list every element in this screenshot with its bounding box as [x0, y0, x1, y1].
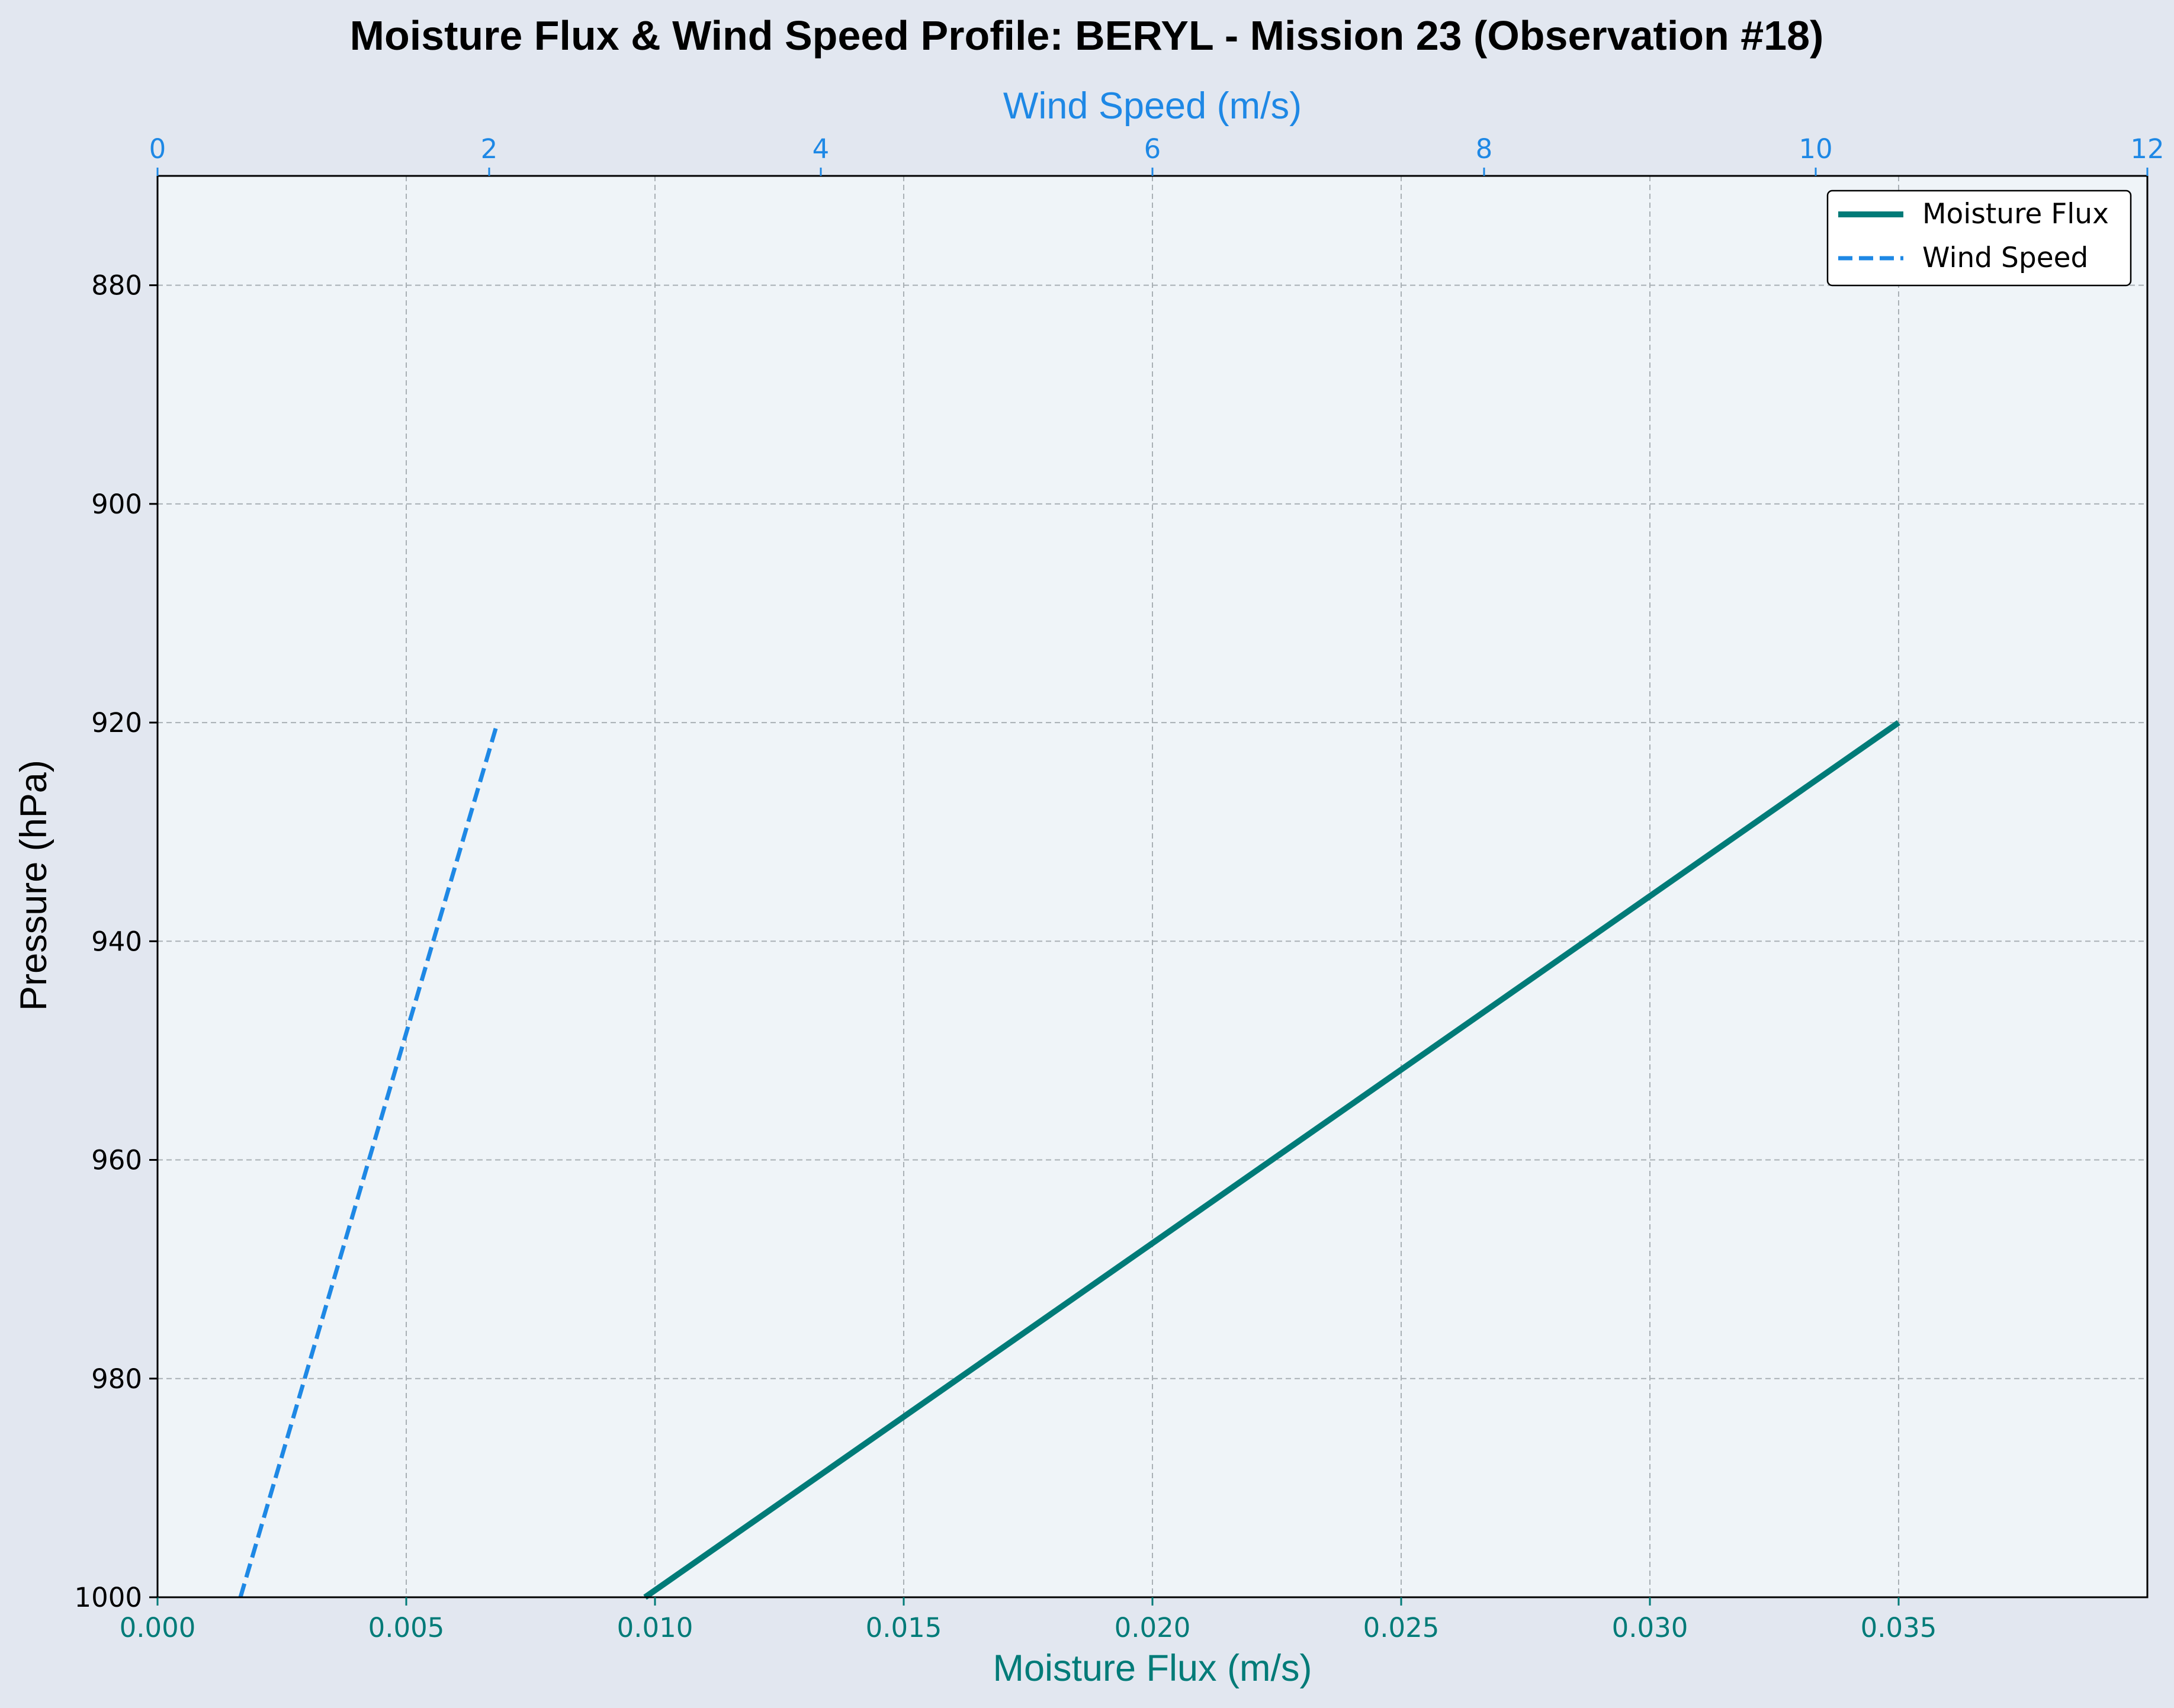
x2-tick-label: 4 — [813, 133, 830, 165]
y-axis-label: Pressure (hPa) — [13, 760, 54, 1011]
legend-wind-speed-label: Wind Speed — [1922, 242, 2088, 274]
x-tick-label: 0.030 — [1612, 1612, 1688, 1643]
x-tick-label: 0.035 — [1861, 1612, 1937, 1643]
y-tick-label: 940 — [91, 926, 142, 957]
chart-title: Moisture Flux & Wind Speed Profile: BERY… — [350, 12, 1824, 59]
grid — [158, 176, 2147, 1597]
x-tick-label: 0.000 — [120, 1612, 196, 1643]
y-tick-label: 980 — [91, 1363, 142, 1395]
legend-moisture-flux-label: Moisture Flux — [1922, 198, 2109, 230]
top-axis-label: Wind Speed (m/s) — [1003, 85, 1302, 127]
series-layer — [238, 720, 1900, 1600]
x2-tick-label: 10 — [1799, 133, 1832, 165]
x-tick-label: 0.005 — [368, 1612, 445, 1643]
x2-tick-label: 2 — [481, 133, 498, 165]
x2-tick-label: 0 — [149, 133, 166, 165]
legend: Moisture Flux Wind Speed — [1826, 190, 2132, 287]
x2-tick-label: 8 — [1476, 133, 1493, 165]
x2-tick-label: 12 — [2130, 133, 2164, 165]
x-tick-label: 0.020 — [1115, 1612, 1191, 1643]
series-line-wind-speed — [238, 722, 500, 1598]
x-tick-label: 0.025 — [1363, 1612, 1440, 1643]
y-tick-label: 900 — [91, 489, 142, 520]
x-tick-label: 0.010 — [617, 1612, 693, 1643]
y-tick-label: 920 — [91, 707, 142, 739]
x2-tick-label: 6 — [1144, 133, 1161, 165]
bottom-axis-label: Moisture Flux (m/s) — [993, 1648, 1312, 1689]
y-tick-label: 1000 — [74, 1582, 142, 1613]
series-line-moisture-flux — [643, 720, 1900, 1600]
y-tick-label: 880 — [91, 270, 142, 301]
ticks: 0.000 0.005 0.010 0.015 0.020 0.025 0.030 0.035… — [74, 133, 2164, 1643]
x-tick-label: 0.015 — [866, 1612, 942, 1643]
y-tick-label: 960 — [91, 1145, 142, 1176]
